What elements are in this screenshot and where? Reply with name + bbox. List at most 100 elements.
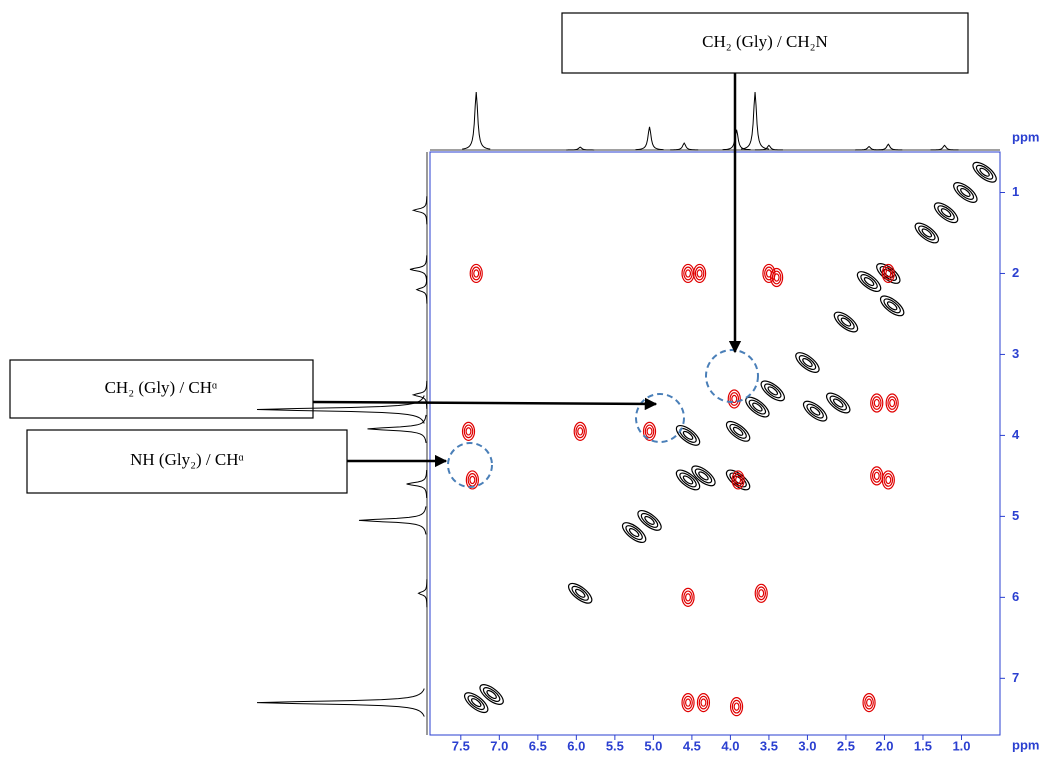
contour (731, 699, 742, 714)
y-tick-label: 7 (1012, 670, 1019, 685)
x-tick-label: 6.0 (567, 738, 585, 753)
contour (883, 266, 894, 281)
contour (692, 263, 707, 284)
contour (681, 587, 695, 607)
y-tick-label: 3 (1012, 346, 1019, 361)
contour (646, 427, 653, 436)
projection-peak (411, 380, 428, 409)
contour (637, 509, 662, 531)
cross-peak (826, 392, 851, 414)
annotation-box (9, 359, 314, 419)
cross-peak (681, 693, 695, 713)
contour (960, 187, 971, 198)
cross-peak (870, 466, 884, 486)
contour (881, 470, 895, 490)
annotation-box (561, 12, 969, 74)
contour (881, 263, 895, 284)
contour (463, 692, 489, 714)
x-tick-label: 3.0 (798, 738, 816, 753)
contour (837, 314, 855, 330)
cross-peak (795, 352, 820, 373)
contour (574, 588, 586, 598)
contour (735, 475, 742, 485)
contour (682, 475, 694, 485)
contour (731, 394, 738, 404)
cross-peak (692, 263, 707, 284)
contour (679, 472, 697, 488)
cross-peak (691, 465, 716, 487)
x-tick-label: 4.0 (721, 738, 739, 753)
contour (864, 695, 874, 710)
contour (691, 465, 716, 487)
contour (873, 398, 880, 408)
projection-peak (722, 129, 751, 151)
contour (883, 268, 894, 278)
contour (469, 475, 476, 485)
contour (840, 317, 852, 327)
contour (748, 399, 767, 415)
contour (479, 684, 504, 705)
annotation-box (26, 429, 348, 494)
projection-peak (566, 146, 595, 151)
contour (642, 421, 657, 441)
contour (685, 698, 692, 707)
contour (696, 269, 703, 278)
projection-peak (406, 469, 428, 499)
y-tick-label: 6 (1012, 589, 1019, 604)
contour (764, 383, 782, 399)
contour (887, 396, 897, 410)
contour (471, 266, 482, 281)
x-tick-label: 3.5 (760, 738, 778, 753)
contour (870, 393, 884, 413)
contour (698, 695, 709, 710)
contour (625, 525, 643, 541)
contour (885, 393, 899, 413)
contour (832, 398, 844, 408)
cross-peak (479, 684, 504, 705)
cross-peak (637, 509, 662, 531)
annotation: CH₂ (Gly) / CH₂N (702, 32, 828, 51)
cross-peak (754, 583, 768, 603)
x-axis-label: ppm (1012, 737, 1039, 752)
x-tick-label: 5.5 (606, 738, 624, 753)
contour (795, 352, 820, 373)
contour (956, 185, 975, 200)
projection-peak (670, 142, 699, 151)
cross-peak (729, 697, 744, 717)
contour (885, 269, 892, 278)
contour (729, 392, 740, 406)
contour (953, 182, 978, 203)
y-tick-label: 1 (1012, 184, 1019, 199)
contour (770, 267, 784, 288)
contour (856, 271, 882, 292)
highlight-circle (635, 393, 685, 443)
y-tick-label: 4 (1012, 427, 1020, 442)
contour (729, 697, 744, 717)
contour (729, 423, 747, 439)
contour (573, 421, 587, 441)
contour (752, 402, 763, 412)
annotation: NH (Gly₂) / CHᵅ (130, 450, 244, 469)
x-tick-label: 1.5 (914, 738, 932, 753)
cross-peak (972, 161, 997, 183)
contour (879, 295, 905, 317)
contour (683, 590, 693, 605)
contour (940, 208, 952, 218)
highlight-circle (447, 442, 493, 488)
contour (833, 311, 859, 333)
contour (806, 403, 824, 419)
cross-peak (953, 182, 978, 203)
projection-peak (930, 144, 959, 151)
projection-peak (754, 144, 783, 151)
contour (732, 426, 744, 436)
contour (802, 357, 813, 368)
cross-peak (642, 421, 657, 441)
y-axis-label: ppm (1012, 129, 1039, 144)
contour (567, 582, 593, 604)
x-tick-label: 2.0 (875, 738, 893, 753)
arrow (312, 397, 658, 411)
contour (465, 427, 472, 436)
contour (829, 395, 847, 411)
contour (863, 277, 875, 287)
